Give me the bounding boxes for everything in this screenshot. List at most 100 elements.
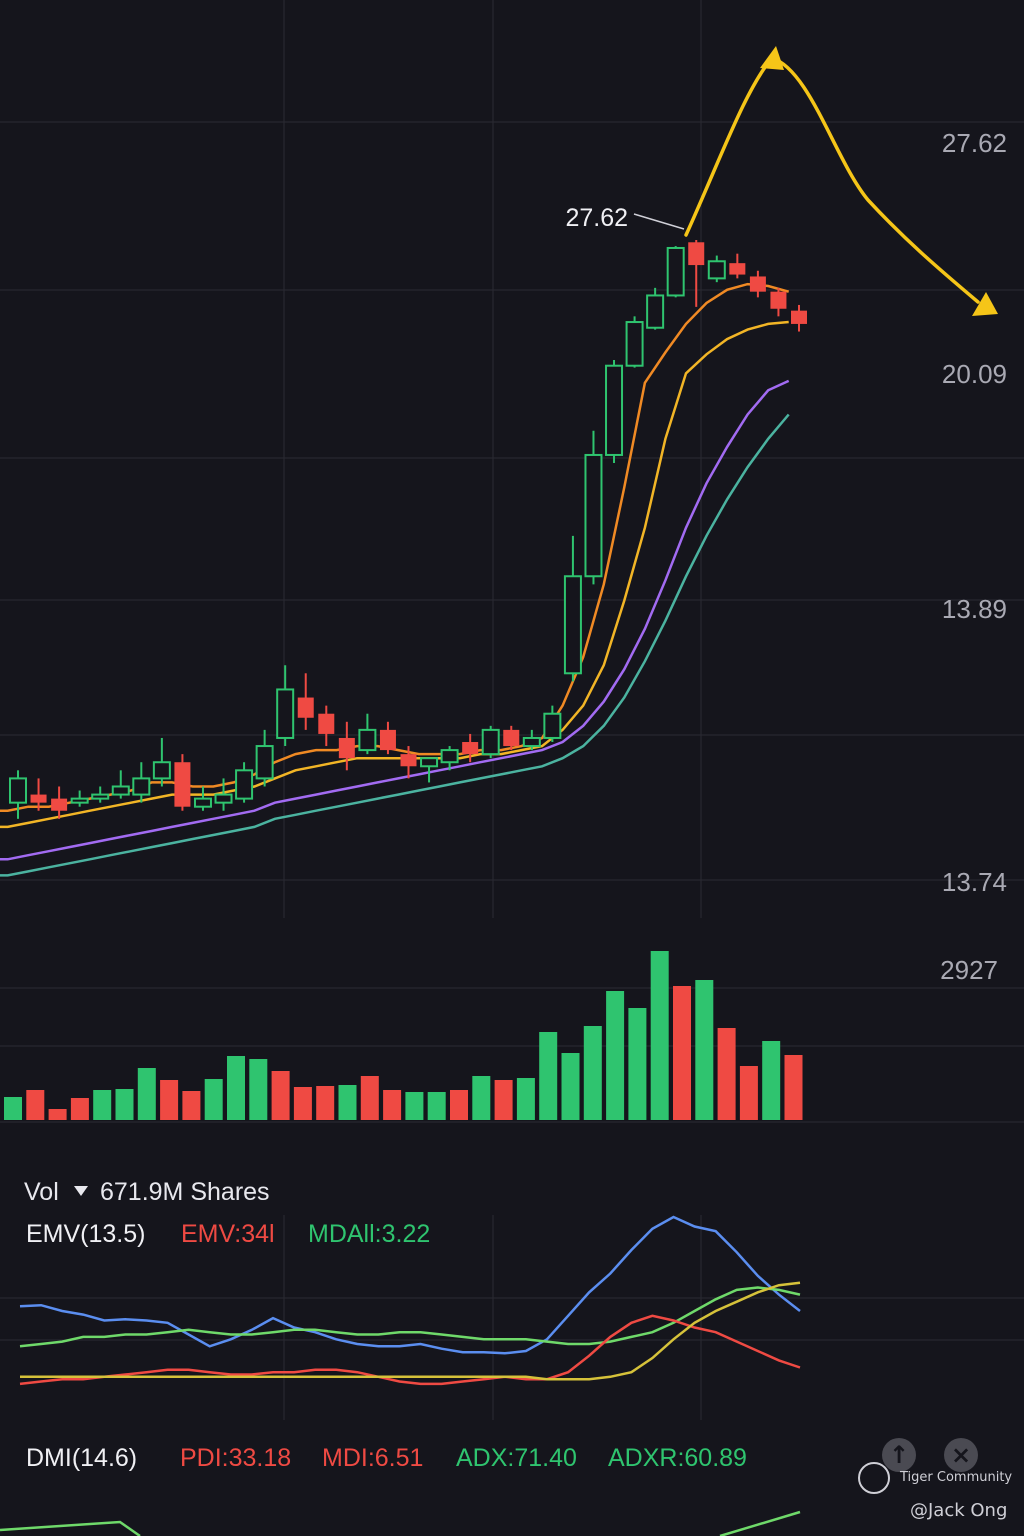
candle-body (462, 742, 479, 755)
trend-arrow-line (684, 55, 980, 304)
chevron-down-icon[interactable] (74, 1186, 88, 1196)
volume-bar (338, 1085, 357, 1120)
candle-body (440, 749, 459, 764)
moving-average-line (0, 379, 790, 861)
dmi-adxr: ADXR:60.89 (608, 1444, 747, 1472)
candle-body (91, 793, 110, 800)
volume-bar (673, 986, 691, 1120)
candle-body (214, 793, 233, 804)
volume-bar (48, 1109, 67, 1120)
candle-body (132, 777, 151, 796)
volume-bar (360, 1076, 379, 1120)
volume-bar (227, 1056, 245, 1120)
volume-bar (249, 1059, 268, 1120)
volume-bar (427, 1092, 446, 1120)
candle-body (30, 794, 47, 803)
candle-body (543, 712, 562, 739)
candle-body (770, 291, 787, 309)
candle-body (646, 294, 665, 329)
grid-lines (0, 0, 1024, 1420)
arrow-head-icon (972, 292, 998, 316)
candle-body (625, 321, 644, 367)
volume-bar (494, 1080, 513, 1120)
moving-average-line (0, 320, 789, 829)
volume-bar (115, 1089, 134, 1120)
emv-ma-value: MDAll:3.22 (308, 1220, 430, 1248)
watermark-author: @Jack Ong (910, 1500, 1008, 1521)
emv-line (19, 1215, 801, 1355)
candle-body (666, 246, 685, 297)
volume-label[interactable]: Vol (24, 1178, 59, 1206)
volume-bar (160, 1080, 179, 1120)
volume-bar (271, 1071, 290, 1120)
peak-label-leader (633, 213, 685, 230)
emv-indicator-lines (0, 1215, 801, 1536)
candle-body (358, 728, 377, 752)
volume-bar (137, 1068, 156, 1120)
volume-bar (93, 1090, 112, 1120)
volume-bar (26, 1090, 45, 1120)
volume-bar (316, 1086, 335, 1120)
candle-body (235, 769, 254, 800)
dmi-line (0, 1520, 141, 1536)
candle-body (318, 713, 335, 734)
emv-value: EMV:34l (181, 1220, 275, 1248)
price-tick-label: 13.89 (942, 594, 1007, 624)
volume-bar (293, 1087, 312, 1120)
candle-body (791, 310, 807, 324)
candle-body (174, 762, 191, 807)
volume-bar (650, 951, 669, 1120)
volume-bar (628, 1008, 647, 1120)
volume-bar (182, 1091, 201, 1120)
candle-body (193, 797, 212, 808)
candle-body (297, 697, 314, 718)
volume-tick-label: 2927 (940, 955, 998, 985)
price-tick-label: 27.62 (942, 128, 1007, 158)
dmi-title: DMI(14.6) (26, 1444, 137, 1472)
peak-price-label: 27.62 (565, 204, 628, 232)
volume-bar (70, 1098, 89, 1120)
candle-body (503, 729, 520, 747)
volume-bars (4, 951, 803, 1120)
candle-body (522, 736, 541, 748)
moving-average-line (0, 413, 790, 877)
emv-line (19, 1286, 801, 1348)
volume-bar (383, 1090, 402, 1120)
candle-body (70, 797, 89, 804)
price-tick-label: 20.09 (942, 359, 1007, 389)
volume-bar (583, 1026, 602, 1120)
candle-body (111, 785, 130, 796)
volume-bar (717, 1028, 736, 1120)
candle-body (420, 757, 439, 768)
volume-bar (739, 1066, 758, 1120)
arrow-head-icon (760, 46, 784, 70)
volume-bar (561, 1053, 580, 1120)
tiger-logo-icon (858, 1462, 890, 1494)
volume-bar (695, 980, 714, 1120)
emv-title: EMV(13.5) (26, 1220, 145, 1248)
dmi-pdi: PDI:33.18 (180, 1444, 291, 1472)
trend-annotation (684, 46, 998, 316)
volume-bar (516, 1078, 535, 1120)
volume-bar (539, 1032, 558, 1120)
volume-bar (762, 1041, 781, 1120)
price-tick-label: 13.74 (942, 867, 1007, 897)
candle-body (749, 276, 766, 292)
candlestick-series (9, 240, 807, 819)
scroll-top-icon[interactable]: ↑ (882, 1438, 916, 1472)
volume-bar (4, 1097, 22, 1120)
dmi-adx: ADX:71.40 (456, 1444, 577, 1472)
candle-body (9, 777, 27, 804)
candle-body (400, 754, 417, 767)
candle-body (729, 263, 746, 275)
volume-value: 671.9M Shares (100, 1178, 270, 1206)
candle-body (707, 260, 726, 280)
volume-bar (784, 1055, 803, 1120)
candle-body (51, 798, 68, 811)
candle-body (605, 364, 624, 456)
candle-body (255, 745, 274, 780)
candle-body (563, 575, 582, 675)
close-icon[interactable]: × (944, 1438, 978, 1472)
candle-body (379, 729, 396, 751)
